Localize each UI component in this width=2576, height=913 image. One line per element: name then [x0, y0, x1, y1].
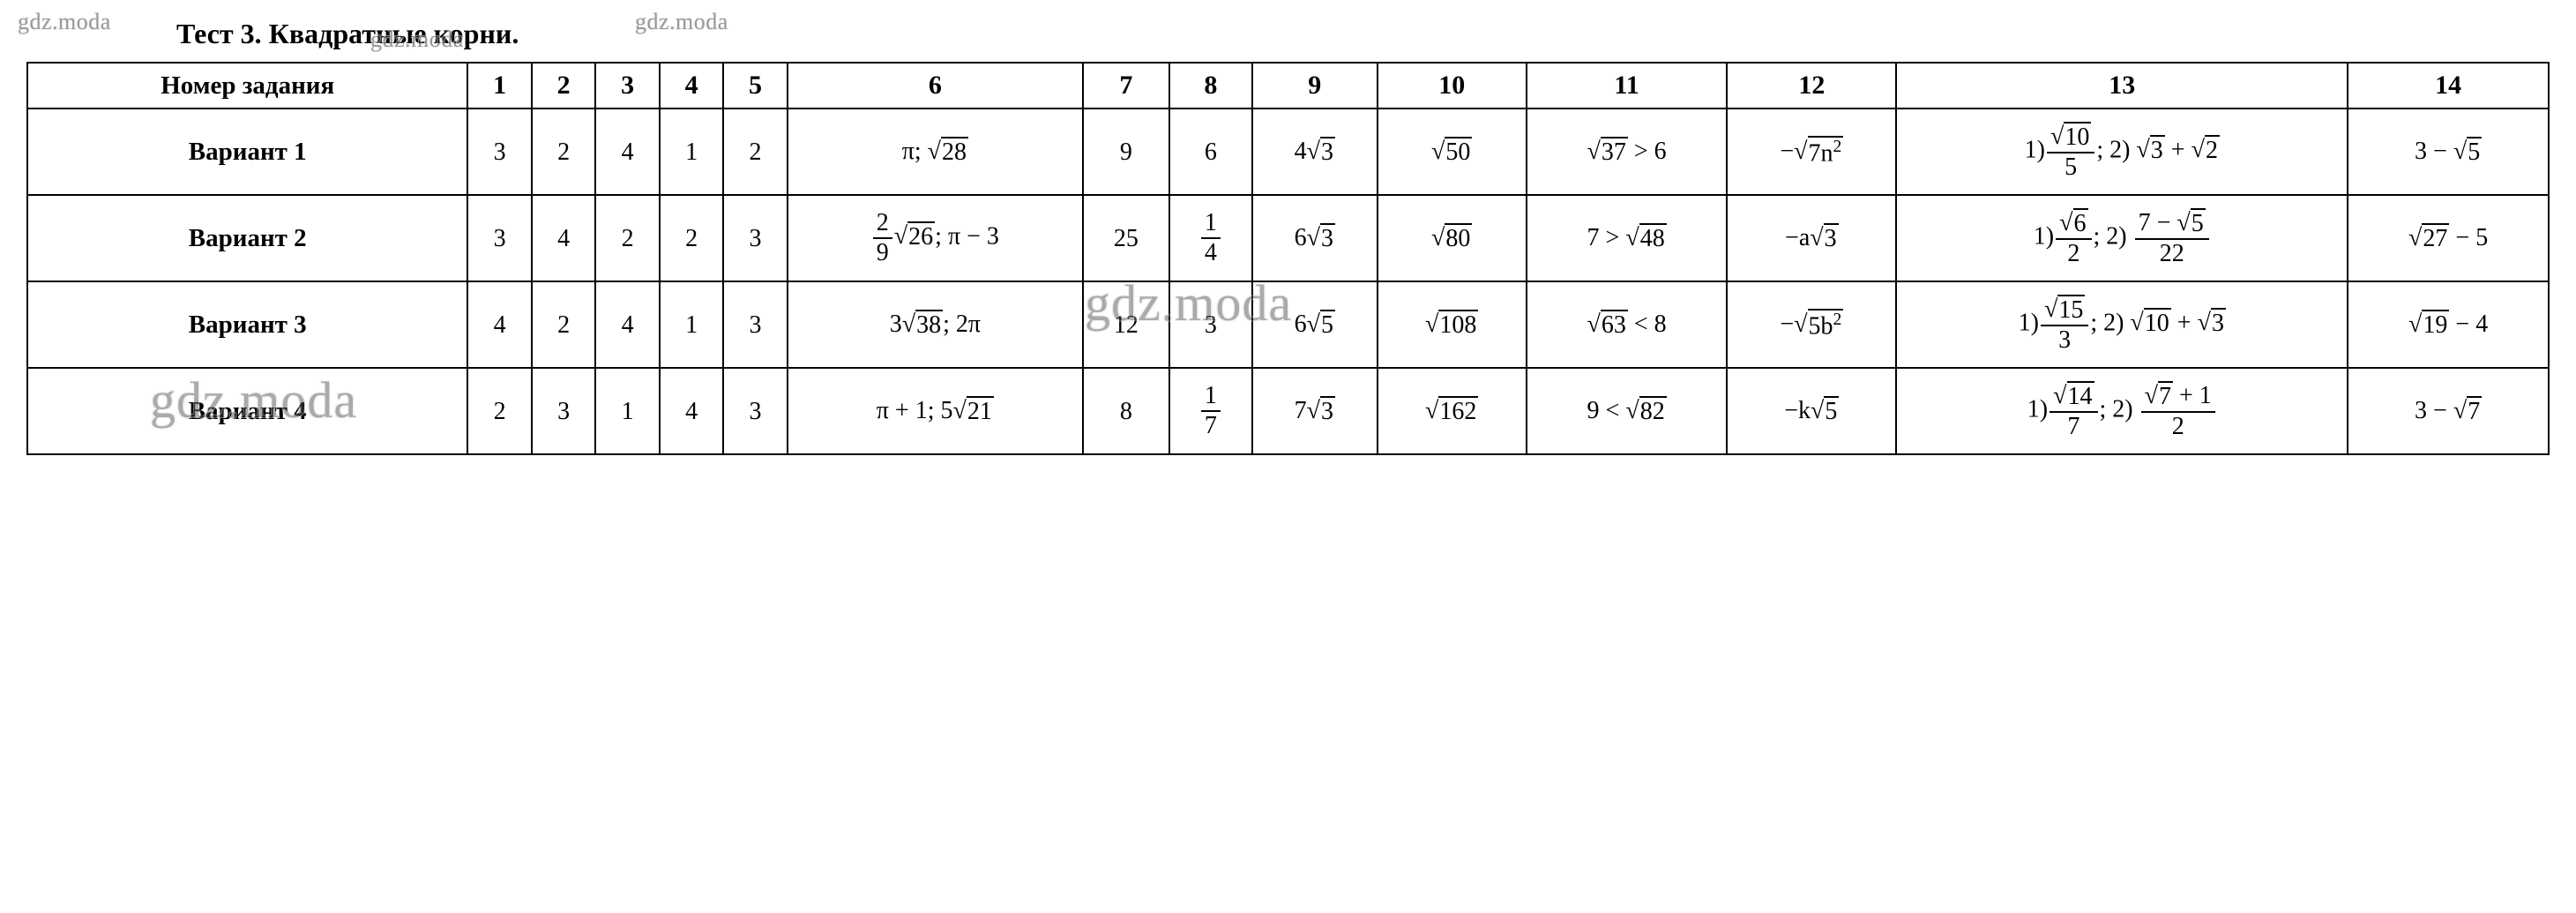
table-cell: √27 − 5: [2348, 195, 2549, 281]
col-header: 4: [660, 63, 723, 109]
table-cell: −a√3: [1727, 195, 1896, 281]
col-header: 14: [2348, 63, 2549, 109]
table-header: Номер задания 1 2 3 4 5 6 7 8 9 10 11 12…: [27, 63, 2549, 109]
table-cell: 4: [532, 195, 595, 281]
table-cell: 1)√62; 2) 7 − √522: [1896, 195, 2348, 281]
table-cell: 6√3: [1252, 195, 1378, 281]
title-row: Тест 3. Квадратные корни.: [26, 18, 2550, 55]
table-cell: 1: [660, 109, 723, 195]
col-header: 7: [1083, 63, 1169, 109]
table-cell: 17: [1169, 368, 1252, 454]
col-header: 11: [1527, 63, 1728, 109]
table-cell: 3: [723, 281, 787, 368]
col-header: 2: [532, 63, 595, 109]
table-row: Вариант 23422329√26; π − 325146√3√807 > …: [27, 195, 2549, 281]
table-cell: 1: [595, 368, 659, 454]
table-row: Вариант 132412π; √28964√3√50√37 > 6−√7n2…: [27, 109, 2549, 195]
table-cell: √162: [1378, 368, 1527, 454]
table-cell: −k√5: [1727, 368, 1896, 454]
col-header: 9: [1252, 63, 1378, 109]
table-cell: 3 − √7: [2348, 368, 2549, 454]
table-cell: 4√3: [1252, 109, 1378, 195]
table-cell: 2: [467, 368, 531, 454]
table-cell: 9: [1083, 109, 1169, 195]
table-cell: √19 − 4: [2348, 281, 2549, 368]
table-cell: 1)√153; 2) √10 + √3: [1896, 281, 2348, 368]
table-cell: √50: [1378, 109, 1527, 195]
col-header: 1: [467, 63, 531, 109]
col-header: 3: [595, 63, 659, 109]
table-cell: 3: [467, 195, 531, 281]
table-cell: 2: [532, 109, 595, 195]
col-header: 8: [1169, 63, 1252, 109]
table-cell: √37 > 6: [1527, 109, 1728, 195]
table-cell: 6: [1169, 109, 1252, 195]
table-cell: 4: [595, 109, 659, 195]
table-cell: √63 < 8: [1527, 281, 1728, 368]
table-cell: 3: [467, 109, 531, 195]
col-header: 12: [1727, 63, 1896, 109]
table-cell: 3: [723, 368, 787, 454]
table-cell: 4: [660, 368, 723, 454]
answer-table: Номер задания 1 2 3 4 5 6 7 8 9 10 11 12…: [26, 62, 2550, 455]
table-cell: 4: [467, 281, 531, 368]
table-wrap: Номер задания 1 2 3 4 5 6 7 8 9 10 11 12…: [26, 62, 2550, 455]
table-cell: 9 < √82: [1527, 368, 1728, 454]
row-label: Вариант 2: [27, 195, 467, 281]
table-cell: 6√5: [1252, 281, 1378, 368]
table-row: Вариант 423143π + 1; 5√218177√3√1629 < √…: [27, 368, 2549, 454]
table-cell: 2: [532, 281, 595, 368]
table-cell: 12: [1083, 281, 1169, 368]
table-cell: 3 − √5: [2348, 109, 2549, 195]
table-cell: 1: [660, 281, 723, 368]
col-header: 13: [1896, 63, 2348, 109]
table-cell: 3: [1169, 281, 1252, 368]
table-cell: 2: [660, 195, 723, 281]
row-label: Вариант 4: [27, 368, 467, 454]
table-cell: 25: [1083, 195, 1169, 281]
table-cell: √108: [1378, 281, 1527, 368]
table-cell: −√7n2: [1727, 109, 1896, 195]
table-cell: 1)√105; 2) √3 + √2: [1896, 109, 2348, 195]
table-cell: 8: [1083, 368, 1169, 454]
col-header: Номер задания: [27, 63, 467, 109]
table-cell: 7√3: [1252, 368, 1378, 454]
row-label: Вариант 1: [27, 109, 467, 195]
table-cell: 1)√147; 2) √7 + 12: [1896, 368, 2348, 454]
table-cell: π; √28: [788, 109, 1083, 195]
table-cell: 4: [595, 281, 659, 368]
col-header: 6: [788, 63, 1083, 109]
table-cell: 3√38; 2π: [788, 281, 1083, 368]
col-header: 10: [1378, 63, 1527, 109]
table-cell: π + 1; 5√21: [788, 368, 1083, 454]
table-cell: √80: [1378, 195, 1527, 281]
table-cell: 3: [723, 195, 787, 281]
table-cell: 3: [532, 368, 595, 454]
table-cell: 14: [1169, 195, 1252, 281]
row-label: Вариант 3: [27, 281, 467, 368]
table-cell: 7 > √48: [1527, 195, 1728, 281]
table-body: Вариант 132412π; √28964√3√50√37 > 6−√7n2…: [27, 109, 2549, 454]
table-row: Вариант 3424133√38; 2π1236√5√108√63 < 8−…: [27, 281, 2549, 368]
table-cell: 29√26; π − 3: [788, 195, 1083, 281]
table-cell: 2: [595, 195, 659, 281]
table-cell: −√5b2: [1727, 281, 1896, 368]
col-header: 5: [723, 63, 787, 109]
header-row: Номер задания 1 2 3 4 5 6 7 8 9 10 11 12…: [27, 63, 2549, 109]
page-title: Тест 3. Квадратные корни.: [176, 18, 519, 50]
table-cell: 2: [723, 109, 787, 195]
